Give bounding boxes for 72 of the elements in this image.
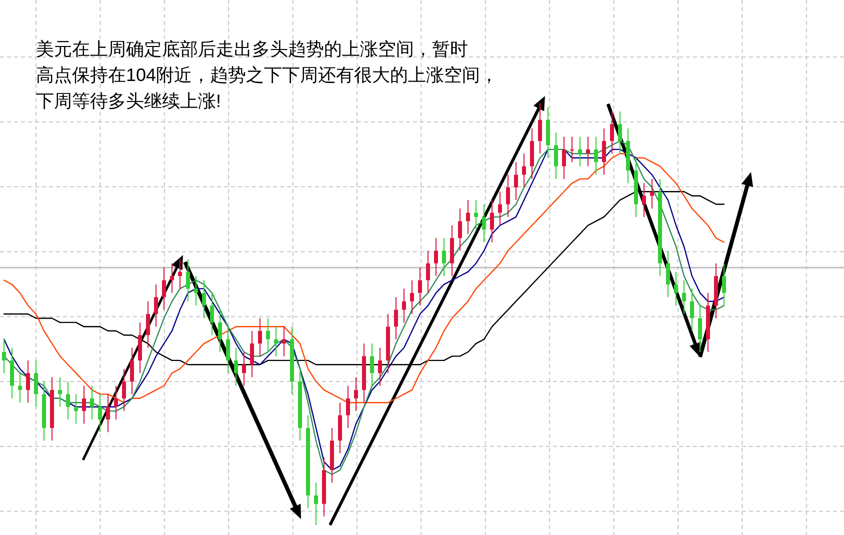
candlestick [226,326,230,374]
candlestick [482,204,486,243]
candlestick [666,250,670,298]
candlestick [722,262,726,306]
candlestick [378,347,382,386]
candlestick [410,280,414,314]
candlestick [690,288,694,332]
candlestick [418,267,422,306]
candlestick [250,330,254,378]
candlestick [210,292,214,336]
candlestick [2,338,6,374]
candlestick [522,153,526,188]
candlestick [194,276,198,306]
candlestick [442,238,446,277]
candlestick [274,326,278,357]
candlestick [266,318,270,352]
candlestick [98,394,102,433]
candlestick [602,128,606,176]
candlestick [170,262,174,294]
candlestick [402,288,406,323]
candlestick [314,482,318,526]
candlestick [426,250,430,294]
candlestick [498,191,502,226]
candlestick [66,381,70,420]
candlestick [162,267,166,310]
candlestick [74,394,78,424]
candlestick [650,178,654,209]
candlestick [554,132,558,180]
candlestick [58,376,62,408]
candlestick [594,136,598,176]
candlestick [674,271,678,306]
candlestick [394,296,398,340]
candlestick [18,372,22,404]
candlestick [82,385,86,424]
candlestick [642,182,646,218]
candlestick [258,318,262,357]
candlestick [434,238,438,277]
candlestick [474,200,478,230]
candlestick [538,102,542,154]
candlestick [234,347,238,386]
candlestick [698,305,702,352]
candlestick [346,385,350,428]
candlestick [354,376,358,412]
chart-title: 美元在上周确定底部后走出多头趋势的上涨空间，暂时高点保持在104附近，趋势之下下周还有很大的上涨空间，下周等待多头继续上涨! [36,39,498,111]
candlestick [130,347,134,395]
candlestick [178,258,182,290]
candlestick [370,343,374,386]
candlestick [458,208,462,252]
candlestick [90,385,94,420]
candlestick [202,280,206,319]
candlestick [218,309,222,352]
candlestick [506,174,510,218]
candlestick [562,136,566,180]
candlestick [570,136,574,163]
candlestick [610,110,614,154]
candlestick [618,110,622,154]
candlestick [586,136,590,167]
candlestick [146,300,150,348]
candlestick [186,258,190,302]
candlestick [242,351,246,386]
candlestick [106,394,110,433]
candlestick [282,326,286,357]
candlestick [578,136,582,167]
candlestick [122,368,126,412]
candlestick [514,162,518,201]
candlestick [154,284,158,328]
candlestick [490,200,494,243]
candlestick [114,385,118,420]
candlestick [34,360,38,408]
candlestick [466,200,470,234]
candlestick [26,360,30,404]
candlestick [682,280,686,314]
